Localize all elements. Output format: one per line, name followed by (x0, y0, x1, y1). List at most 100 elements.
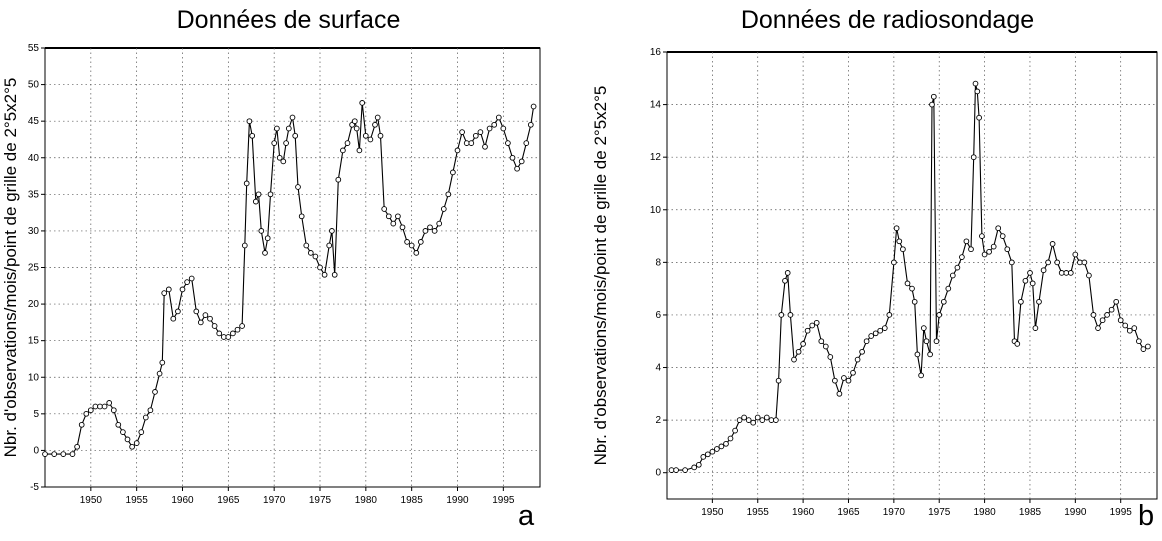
series-line (671, 83, 1149, 471)
y-tick-label: 0 (33, 445, 39, 456)
data-point (106, 400, 113, 406)
data-point (893, 225, 900, 232)
data-point (1022, 277, 1029, 284)
y-tick-label: 50 (28, 80, 40, 91)
data-point (179, 286, 186, 293)
data-point (841, 375, 847, 381)
data-point (340, 147, 346, 154)
data-point (782, 277, 788, 284)
data-point (241, 242, 248, 249)
data-point (1122, 322, 1129, 329)
data-point (280, 158, 287, 165)
y-tick-label: 20 (28, 299, 40, 310)
data-point (718, 443, 725, 450)
data-point (246, 118, 253, 125)
data-point (979, 233, 985, 239)
data-point (1081, 259, 1088, 266)
data-point (518, 158, 525, 165)
data-point (267, 191, 274, 198)
data-point (264, 235, 271, 242)
data-point (1113, 298, 1120, 305)
data-point (454, 147, 461, 154)
x-tick-label: 1995 (1110, 507, 1133, 518)
y-tick-label: 10 (28, 372, 40, 383)
data-point (886, 312, 893, 318)
data-point (329, 228, 335, 234)
data-point (813, 319, 820, 326)
y-tick-label: 16 (650, 47, 662, 58)
y-tick-label: 14 (650, 100, 662, 111)
data-point (527, 121, 534, 128)
y-axis-label: Nbr. d'observations/mois/point de grille… (591, 86, 610, 466)
data-point (1008, 259, 1015, 266)
data-point (1049, 241, 1056, 247)
data-point (1072, 251, 1079, 258)
data-point (1099, 317, 1106, 324)
data-point (450, 169, 456, 176)
data-point (161, 290, 168, 296)
chart-panel-b: Données de radiosondage 0 2 4 6 8 10 12 14 16 195… (581, 0, 1162, 541)
data-point (463, 140, 470, 146)
y-tick-label: 45 (28, 116, 40, 127)
data-point (736, 417, 743, 423)
data-point (133, 440, 140, 446)
data-point (1045, 259, 1051, 266)
data-point (321, 271, 328, 278)
data-point (239, 323, 245, 329)
data-point (188, 275, 195, 282)
data-point (741, 414, 747, 421)
data-point (408, 242, 415, 249)
data-point (927, 351, 933, 358)
data-point (954, 264, 961, 271)
data-point (872, 330, 879, 337)
data-point (74, 443, 80, 450)
data-point (472, 132, 479, 139)
data-point (331, 271, 338, 278)
x-tick-label: 1965 (837, 507, 860, 518)
data-point (1014, 341, 1021, 347)
data-point (422, 228, 429, 234)
data-point (827, 354, 834, 360)
data-point (763, 414, 770, 421)
data-point (691, 464, 698, 471)
data-point (317, 264, 323, 271)
data-point (863, 338, 870, 345)
data-point (759, 417, 766, 423)
data-point (972, 80, 979, 87)
data-point (1131, 325, 1138, 331)
data-point (124, 436, 131, 443)
data-point (399, 224, 406, 231)
data-point (918, 372, 924, 379)
data-point (709, 448, 716, 455)
data-point (854, 356, 861, 363)
data-point (990, 243, 997, 250)
data-point (295, 184, 301, 190)
data-point (147, 407, 154, 414)
y-tick-label: 15 (28, 336, 40, 347)
data-point (1040, 267, 1047, 274)
data-point (1032, 325, 1039, 331)
data-point (963, 238, 970, 245)
data-point (1018, 298, 1024, 305)
data-point (700, 454, 707, 460)
data-point (129, 443, 135, 450)
data-point (258, 228, 265, 234)
y-tick-label: 30 (28, 226, 40, 237)
data-point (165, 286, 172, 293)
data-point (809, 322, 816, 329)
data-point (486, 125, 493, 132)
data-point (344, 140, 351, 146)
data-point (138, 429, 145, 435)
y-tick-label: 4 (655, 363, 661, 374)
data-point (292, 132, 299, 139)
data-point (115, 421, 122, 428)
data-point (732, 427, 738, 434)
data-point (945, 285, 952, 292)
data-point (427, 224, 433, 231)
data-point (312, 253, 319, 260)
data-point (800, 341, 806, 347)
x-tick-label: 1975 (309, 495, 332, 506)
data-point (385, 213, 392, 220)
data-point (390, 220, 397, 227)
data-point (1086, 272, 1092, 279)
